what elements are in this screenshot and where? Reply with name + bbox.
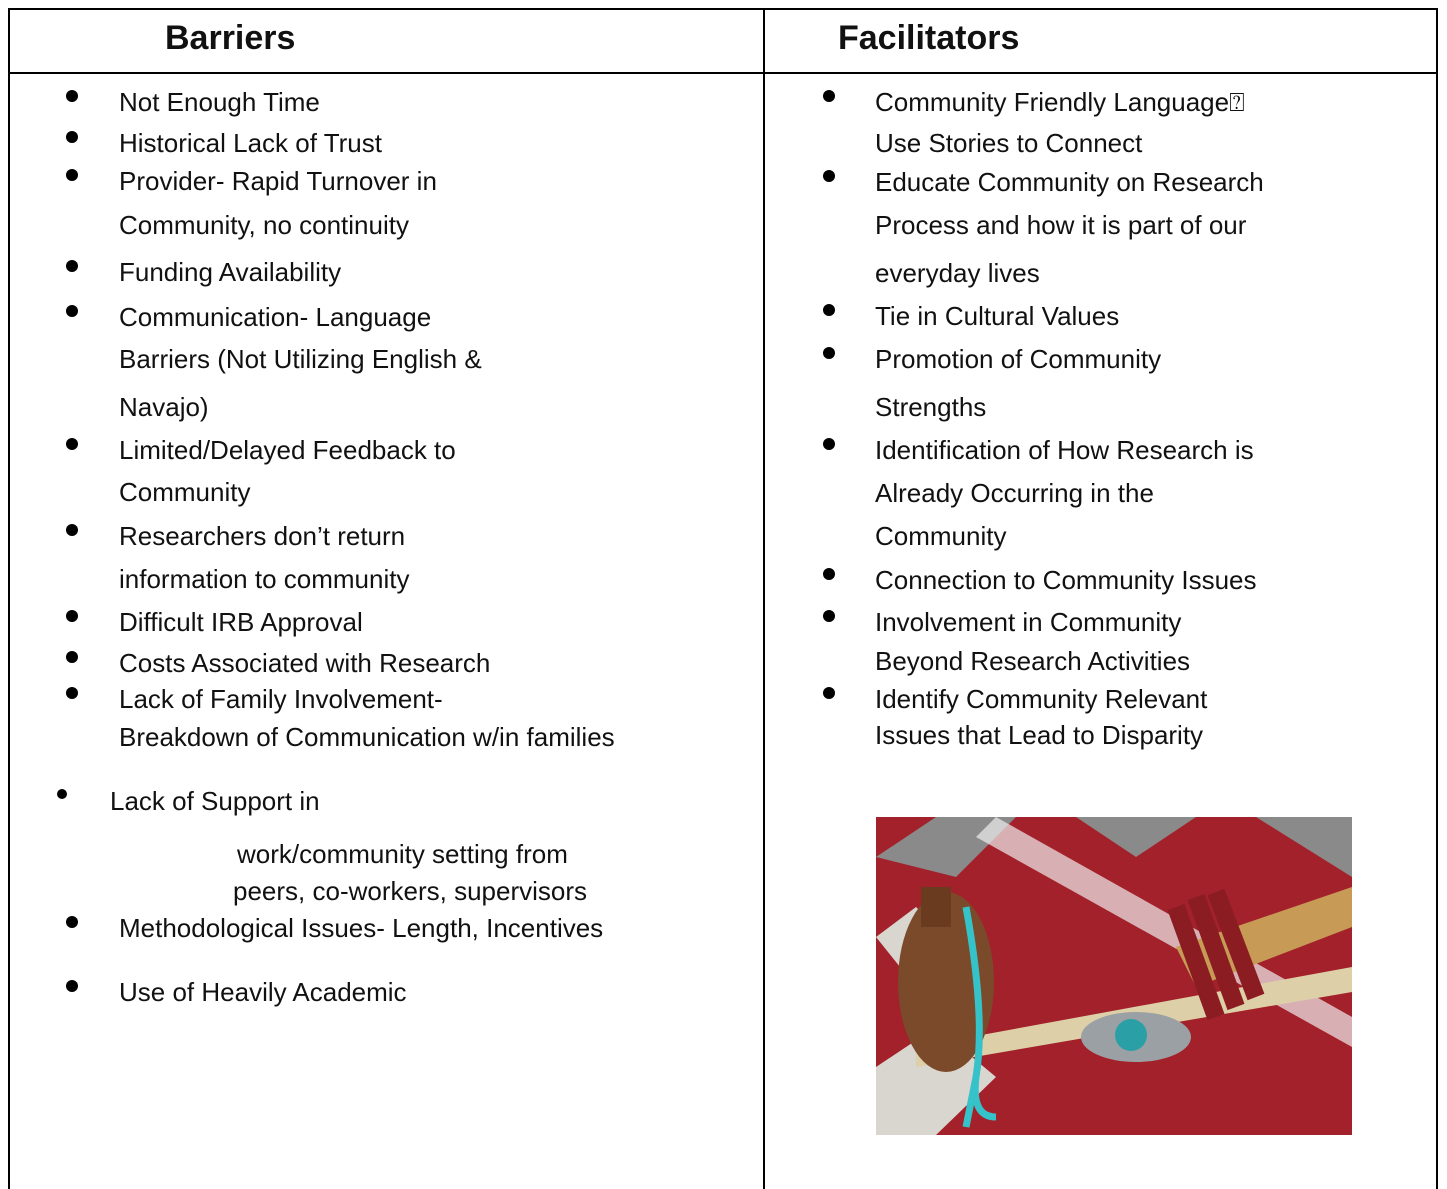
list-item-text: Community Friendly Language⍰ [875, 87, 1245, 117]
list-item-text: work/community setting from [237, 839, 568, 869]
bullet [823, 347, 835, 359]
list-item-text: Not Enough Time [119, 87, 320, 117]
list-item-text: Already Occurring in the [875, 478, 1154, 508]
list-item-text: Promotion of Community [875, 344, 1162, 374]
bullet [823, 304, 835, 316]
list-item-text: Methodological Issues- Length, Incentive… [119, 913, 604, 943]
list-item-text: Communication- Language [119, 302, 432, 332]
list-item-text: Issues that Lead to Disparity [875, 720, 1204, 750]
bullet [66, 90, 78, 102]
list-item-text: Beyond Research Activities [875, 646, 1191, 676]
bullet [823, 170, 835, 182]
bullet [823, 687, 835, 699]
list-item-text: Identify Community Relevant [875, 684, 1208, 714]
list-item-text: Use of Heavily Academic [119, 977, 407, 1007]
list-item-text: Connection to Community Issues [875, 565, 1257, 595]
list-item-text: Identification of How Research is [875, 435, 1254, 465]
list-item-text: Historical Lack of Trust [119, 128, 382, 158]
bullet [66, 980, 78, 992]
list-item-text: Community, no continuity [119, 210, 409, 240]
list-item-text: Limited/Delayed Feedback to [119, 435, 456, 465]
bullet [66, 916, 78, 928]
bullet [66, 305, 78, 317]
table-border [1436, 8, 1438, 1189]
list-item-text: Lack of Family Involvement- [119, 684, 443, 714]
list-item-text: Educate Community on Research [875, 167, 1264, 197]
list-item-text: Strengths [875, 392, 987, 422]
list-item-text: Provider- Rapid Turnover in [119, 166, 437, 196]
column-header: Facilitators [838, 19, 1020, 57]
table-border [8, 72, 1438, 74]
list-item-text: Breakdown of Communication w/in families [119, 722, 615, 752]
bullet [66, 131, 78, 143]
bullet [66, 438, 78, 450]
list-item-text: Navajo) [119, 392, 209, 422]
list-item-text: Barriers (Not Utilizing English & [119, 344, 482, 374]
column-header: Barriers [165, 19, 296, 57]
bullet [57, 789, 67, 799]
bullet [823, 438, 835, 450]
table-border [763, 8, 765, 1189]
list-item-text: information to community [119, 564, 410, 594]
list-item-text: Difficult IRB Approval [119, 607, 363, 637]
bullet [823, 90, 835, 102]
list-item-text: peers, co-workers, supervisors [233, 876, 587, 906]
list-item-text: Researchers don’t return [119, 521, 406, 551]
list-item-text: Use Stories to Connect [875, 128, 1143, 158]
list-item-text: Tie in Cultural Values [875, 301, 1120, 331]
list-item-text: everyday lives [875, 258, 1040, 288]
bullet [66, 651, 78, 663]
bullet [66, 687, 78, 699]
list-item-text: Community [875, 521, 1007, 551]
bullet [823, 568, 835, 580]
list-item-text: Community [119, 477, 251, 507]
bullet [823, 610, 835, 622]
table-border [8, 8, 1438, 10]
list-item-text: Involvement in Community [875, 607, 1182, 637]
list-item-text: Costs Associated with Research [119, 648, 491, 678]
table-border [8, 8, 10, 1189]
list-item-text: Lack of Support in [110, 786, 320, 816]
bullet [66, 524, 78, 536]
list-item-text: Process and how it is part of our [875, 210, 1247, 240]
list-item-text: Funding Availability [119, 257, 342, 287]
photo [876, 817, 1352, 1135]
bullet [66, 169, 78, 181]
bullet [66, 610, 78, 622]
bullet [66, 260, 78, 272]
